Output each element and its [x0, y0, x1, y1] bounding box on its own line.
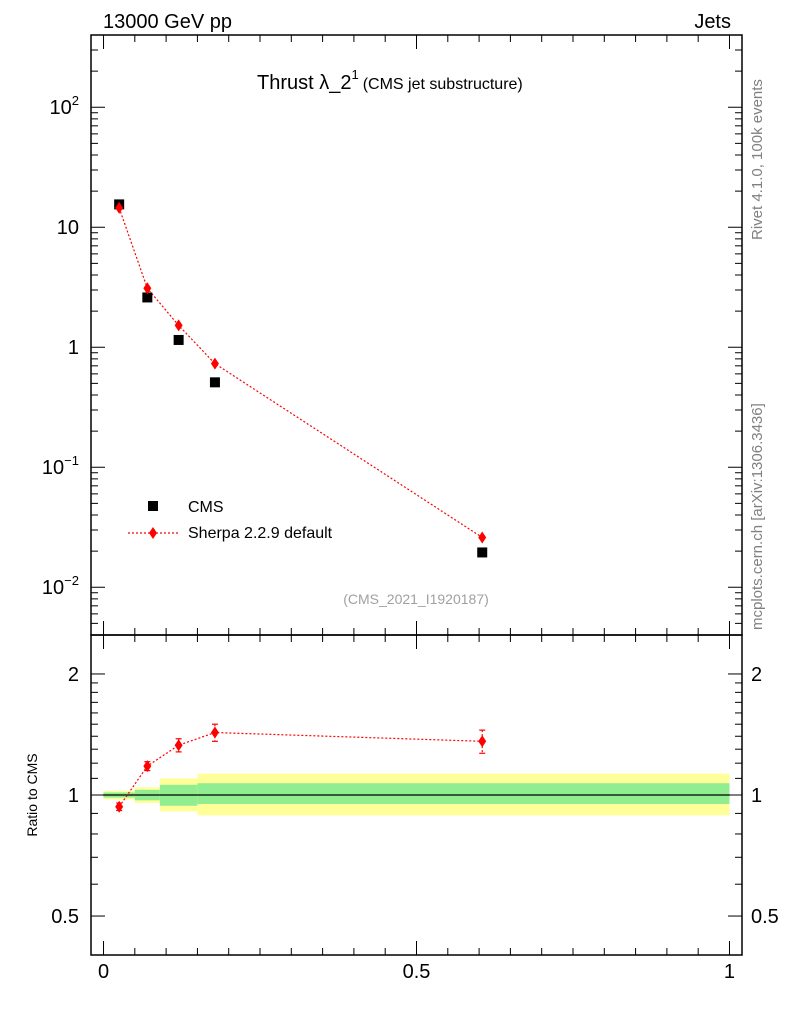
ratio-band-inner — [197, 783, 730, 804]
sherpa-data-point — [174, 319, 183, 332]
legend: CMS Sherpa 2.2.9 default — [128, 499, 333, 542]
legend-sherpa-marker — [149, 527, 157, 539]
cms-data-point — [142, 292, 153, 303]
sherpa-data-point — [143, 282, 152, 295]
ratio-y-axis-label: Ratio to CMS — [24, 753, 40, 836]
chart-title-subtitle: (CMS jet substructure) — [363, 76, 523, 93]
ratio-y-tick-labels: 2 2 1 1 0.5 0.5 — [51, 664, 779, 928]
ratio-panel: 2 21 10.5 0.5 0 0.5 1 Ratio to CMS — [24, 634, 779, 983]
main-y-tick-labels: 102 10 1 10−1 10−2 — [42, 93, 79, 599]
ratio-series-layer — [115, 723, 487, 813]
legend-cms-label: CMS — [188, 499, 224, 516]
main-series-layer — [114, 199, 488, 558]
main-ticks — [91, 34, 742, 636]
main-y-tick-label: 1 — [68, 337, 79, 359]
ratio-x-tick-label: 1 — [724, 961, 735, 983]
cms-data-point — [173, 334, 184, 345]
ratio-y-tick-label-right: 2 — [751, 664, 762, 686]
sherpa-line — [118, 207, 483, 538]
main-y-tick-label: 10−1 — [42, 453, 79, 479]
ratio-sherpa-point — [174, 739, 183, 752]
ratio-sherpa-point — [478, 735, 487, 748]
ratio-x-tick-labels: 0 0.5 1 — [98, 961, 735, 983]
ratio-sherpa-point — [143, 760, 152, 773]
main-y-tick-label: 102 — [50, 93, 79, 119]
sherpa-data-point — [210, 357, 219, 370]
cms-data-point — [209, 377, 220, 388]
legend-cms-marker — [148, 501, 158, 511]
ratio-sherpa-point — [210, 726, 219, 739]
main-y-tick-label: 10 — [57, 217, 79, 239]
analysis-tag: (CMS_2021_I1920187) — [343, 591, 489, 607]
sherpa-data-point — [115, 201, 124, 214]
ratio-y-tick-label-right: 0.5 — [751, 906, 779, 928]
ratio-y-tick-label-left: 0.5 — [51, 906, 79, 928]
ratio-y-tick-label-left: 1 — [68, 785, 79, 807]
sherpa-data-point — [478, 531, 487, 544]
mcplots-reference-label: mcplots.cern.ch [arXiv:1306.3436] — [749, 403, 766, 630]
ratio-y-tick-label-right: 1 — [751, 785, 762, 807]
ratio-x-tick-label: 0.5 — [403, 961, 431, 983]
chart-title: Thrust λ_21 (CMS jet substructure) — [257, 67, 523, 94]
ratio-sherpa-point — [115, 800, 124, 813]
header-category-label: Jets — [694, 11, 731, 33]
rivet-version-label: Rivet 4.1.0, 100k events — [749, 79, 766, 240]
legend-sherpa-label: Sherpa 2.2.9 default — [188, 525, 333, 542]
ratio-y-tick-label-left: 2 — [68, 664, 79, 686]
ratio-x-tick-label: 0 — [98, 961, 109, 983]
ratio-ticks — [91, 635, 742, 955]
main-y-tick-label: 10−2 — [42, 573, 79, 599]
ratio-sherpa-line — [118, 731, 483, 808]
chart-title-main: Thrust λ_2 — [257, 72, 351, 94]
main-panel-frame — [90, 34, 743, 636]
chart-title-superscript: 1 — [351, 67, 358, 82]
cms-data-point — [477, 547, 488, 558]
header-energy-label: 13000 GeV pp — [103, 11, 232, 33]
